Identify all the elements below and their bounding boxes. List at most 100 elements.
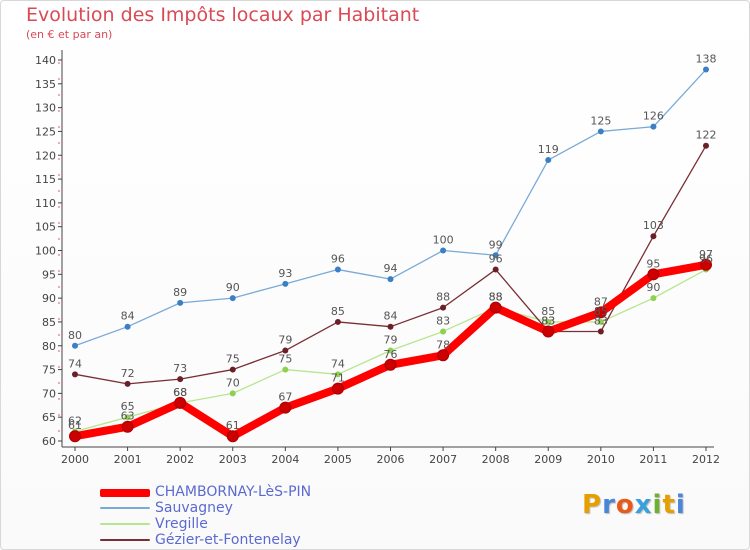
logo-letter: i [675, 490, 686, 520]
data-label: 119 [538, 143, 559, 156]
y-tick-label: 140 [35, 54, 56, 67]
data-label: 70 [226, 376, 240, 389]
data-label: 94 [384, 262, 398, 275]
data-point [492, 252, 499, 259]
data-point [597, 318, 604, 325]
data-point [597, 328, 604, 335]
data-label: 74 [331, 357, 345, 370]
data-point [440, 304, 447, 311]
data-label: 89 [173, 286, 187, 299]
data-label: 95 [646, 257, 660, 270]
data-point [334, 318, 341, 325]
x-tick-label: 2009 [534, 453, 562, 466]
data-point [492, 266, 499, 273]
y-tick-label: 130 [35, 102, 56, 115]
data-point [226, 430, 239, 443]
x-tick-label: 2003 [219, 453, 247, 466]
proxiti-logo: Proxiti [582, 490, 686, 520]
data-point [440, 328, 447, 335]
data-point [121, 420, 134, 433]
x-tick-label: 2010 [587, 453, 615, 466]
data-point [700, 258, 712, 271]
legend-label: Vregille [155, 516, 208, 532]
data-point [229, 295, 236, 302]
legend-swatch-vregille [100, 523, 150, 525]
y-tick-label: 70 [42, 387, 56, 400]
y-tick-label: 110 [35, 197, 56, 210]
data-point [282, 366, 289, 373]
data-label: 72 [121, 367, 135, 380]
data-point [174, 396, 187, 409]
data-point [440, 247, 447, 254]
data-label: 83 [541, 314, 555, 327]
data-label: 96 [699, 253, 713, 266]
logo-letter: o [615, 490, 635, 520]
data-label: 84 [121, 310, 135, 323]
data-point [545, 157, 552, 164]
y-tick-label: 125 [35, 125, 56, 138]
data-point [647, 268, 660, 281]
data-point [387, 347, 394, 354]
x-tick-label: 2012 [692, 453, 720, 466]
data-point [597, 128, 604, 135]
y-tick-label: 60 [42, 435, 56, 448]
data-label: 78 [436, 338, 450, 351]
data-label: 67 [278, 391, 292, 404]
data-label: 90 [646, 281, 660, 294]
data-point [177, 299, 184, 306]
logo-letter: i [652, 490, 663, 520]
data-point [282, 280, 289, 287]
y-tick-label: 85 [42, 316, 56, 329]
data-point [542, 325, 555, 338]
data-point [594, 306, 607, 319]
y-tick-label: 100 [35, 245, 56, 258]
data-point [545, 318, 552, 325]
data-label: 79 [278, 334, 292, 347]
legend-label: CHAMBORNAY-LèS-PIN [155, 484, 312, 500]
data-label: 61 [68, 419, 82, 432]
data-point [437, 349, 450, 362]
legend-swatch-sauvagney [100, 507, 150, 509]
data-label: 61 [226, 419, 240, 432]
data-point [72, 371, 78, 378]
x-tick-label: 2006 [377, 453, 405, 466]
data-label: 100 [433, 234, 454, 247]
data-point [387, 276, 394, 283]
data-label: 83 [594, 314, 608, 327]
logo-letter: P [582, 490, 603, 520]
data-point [703, 142, 709, 149]
data-label: 85 [331, 305, 345, 318]
data-label: 103 [643, 219, 664, 232]
x-tick-label: 2002 [166, 453, 194, 466]
data-label: 85 [594, 305, 608, 318]
data-label: 71 [331, 372, 345, 385]
data-label: 88 [436, 291, 450, 304]
data-label: 88 [489, 291, 503, 304]
data-label: 99 [489, 238, 503, 251]
data-label: 87 [594, 295, 608, 308]
data-point [124, 414, 131, 421]
data-point [282, 347, 289, 354]
data-label: 138 [696, 53, 717, 66]
y-tick-label: 90 [42, 292, 56, 305]
data-point [387, 323, 394, 330]
data-point [384, 358, 397, 371]
data-label: 75 [278, 353, 292, 366]
data-point [177, 376, 184, 383]
data-label: 125 [590, 114, 611, 127]
data-point [69, 430, 81, 443]
data-point [334, 371, 341, 378]
data-label: 83 [436, 314, 450, 327]
data-label: 84 [384, 310, 398, 323]
data-point [124, 323, 131, 330]
data-label: 88 [489, 291, 503, 304]
data-label: 80 [68, 329, 82, 342]
data-label: 97 [699, 248, 713, 261]
data-point [650, 123, 657, 130]
data-label: 74 [68, 357, 82, 370]
logo-letter: t [662, 490, 676, 520]
data-point [650, 295, 657, 302]
data-point [229, 390, 236, 397]
